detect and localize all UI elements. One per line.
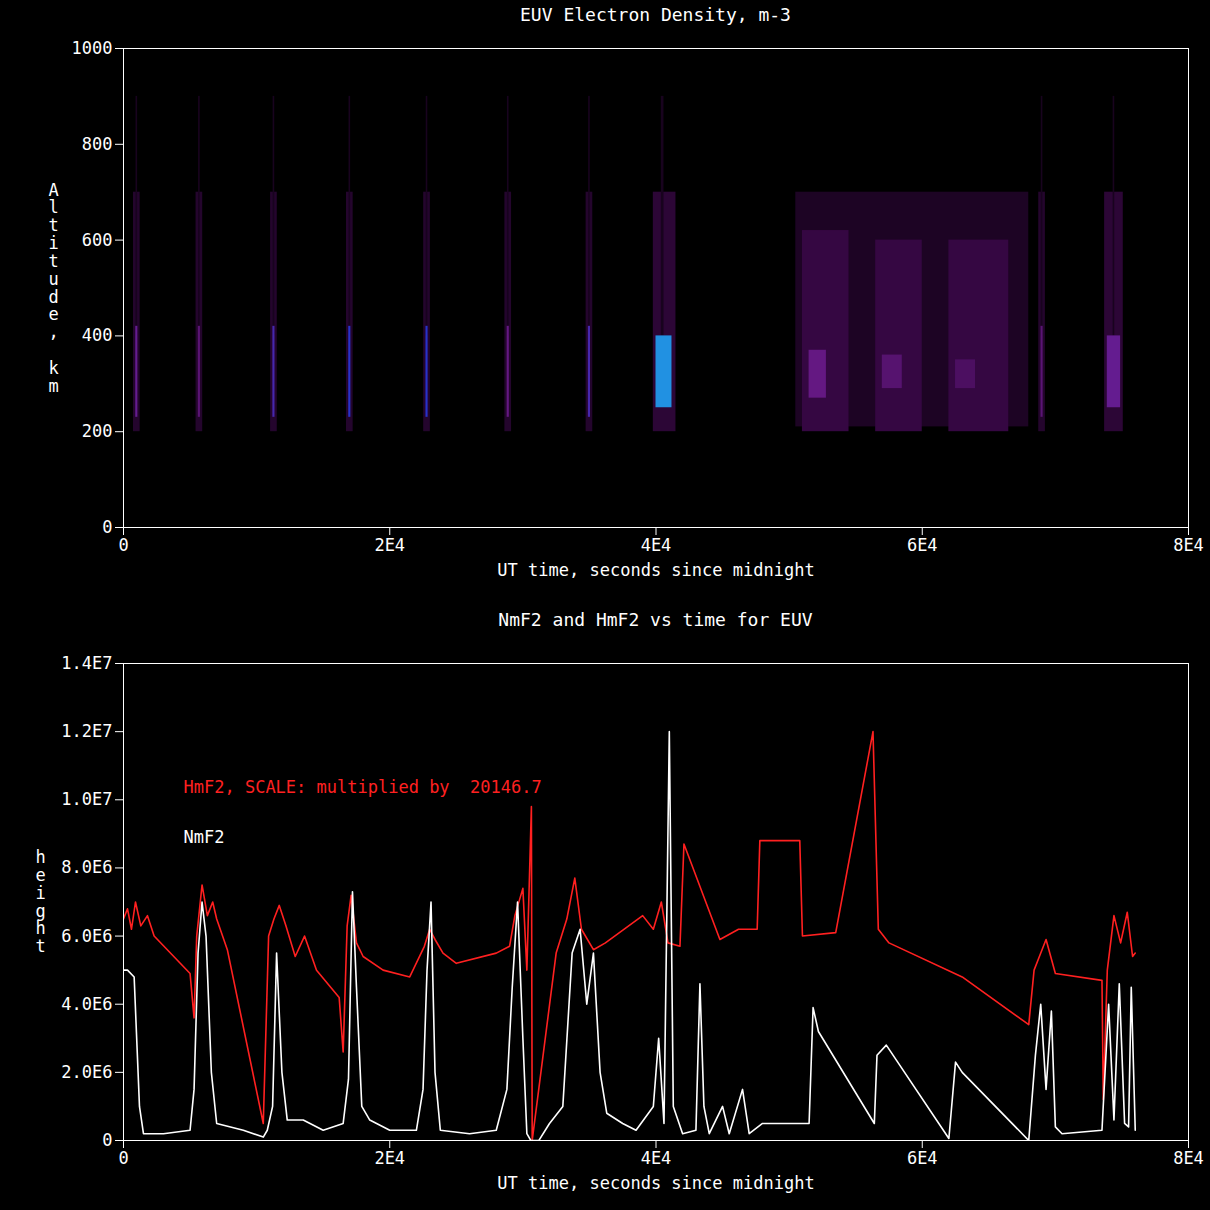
svg-text:UT time, seconds since midnigh: UT time, seconds since midnight	[497, 560, 814, 580]
svg-text:2E4: 2E4	[374, 1148, 405, 1168]
svg-text:0: 0	[102, 517, 112, 537]
svg-text:1000: 1000	[72, 38, 113, 58]
svg-text:4E4: 4E4	[641, 535, 672, 555]
svg-text:0: 0	[102, 1130, 112, 1150]
html-text:NmF2 and HmF2 vs time for EUV: NmF2 and HmF2 vs time for EUV	[498, 609, 813, 630]
svg-text:400: 400	[82, 325, 113, 345]
html-text:EUV Electron Density, m-3: EUV Electron Density, m-3	[520, 4, 791, 25]
svg-text:HmF2, SCALE: multiplied by 20: HmF2, SCALE: multiplied by 20146.7	[184, 777, 542, 797]
svg-text:6E4: 6E4	[907, 535, 938, 555]
svg-text:1.2E7: 1.2E7	[61, 721, 112, 741]
svg-text:4.0E6: 4.0E6	[61, 994, 112, 1014]
svg-text:2.0E6: 2.0E6	[61, 1062, 112, 1082]
svg-text:6E4: 6E4	[907, 1148, 938, 1168]
svg-text:height: height	[36, 847, 46, 956]
svg-text:NmF2: NmF2	[184, 827, 225, 847]
svg-text:0: 0	[118, 1148, 128, 1168]
svg-text:1.0E7: 1.0E7	[61, 789, 112, 809]
svg-text:8E4: 8E4	[1173, 535, 1204, 555]
svg-text:8.0E6: 8.0E6	[61, 857, 112, 877]
svg-text:800: 800	[82, 134, 113, 154]
svg-text:1.4E7: 1.4E7	[61, 653, 112, 673]
svg-text:UT time, seconds since midnigh: UT time, seconds since midnight	[497, 1173, 814, 1193]
svg-text:6.0E6: 6.0E6	[61, 926, 112, 946]
svg-text:0: 0	[118, 535, 128, 555]
svg-text:600: 600	[82, 230, 113, 250]
svg-text:200: 200	[82, 421, 113, 441]
svg-text:8E4: 8E4	[1173, 1148, 1204, 1168]
svg-text:4E4: 4E4	[641, 1148, 672, 1168]
svg-text:2E4: 2E4	[374, 535, 405, 555]
svg-text:Altitude, km: Altitude, km	[49, 180, 59, 396]
